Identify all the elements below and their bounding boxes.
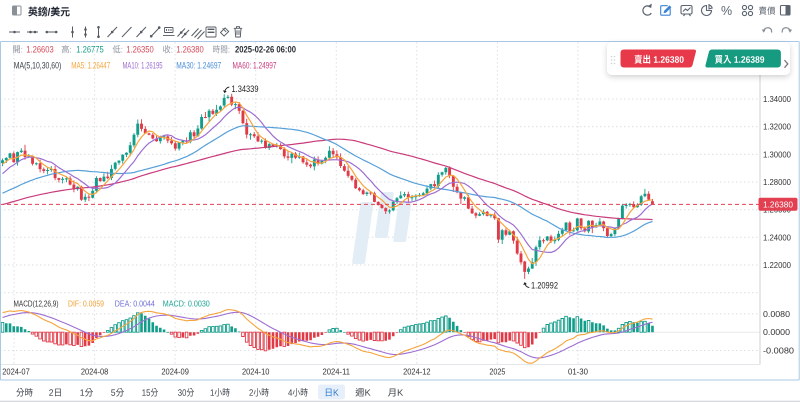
svg-text:MA30: 1.24697: MA30: 1.24697 bbox=[176, 60, 221, 70]
svg-text:0.0080: 0.0080 bbox=[763, 309, 790, 319]
svg-text:1.28000: 1.28000 bbox=[763, 177, 791, 187]
svg-text:1.26380: 1.26380 bbox=[176, 45, 204, 55]
svg-text:2024-09: 2024-09 bbox=[161, 367, 189, 377]
svg-text:1.26603: 1.26603 bbox=[26, 45, 54, 55]
svg-text:1.26775: 1.26775 bbox=[76, 45, 104, 55]
svg-text:2025: 2025 bbox=[489, 367, 505, 377]
svg-text:1.34000: 1.34000 bbox=[763, 94, 791, 104]
svg-text:2024-11: 2024-11 bbox=[323, 367, 351, 377]
svg-text:1.22000: 1.22000 bbox=[763, 260, 791, 270]
svg-text:MA10: 1.26195: MA10: 1.26195 bbox=[123, 60, 163, 70]
svg-text:0.0000: 0.0000 bbox=[763, 327, 790, 337]
svg-text:1.26350: 1.26350 bbox=[126, 45, 154, 55]
svg-text:MACD: 0.0030: MACD: 0.0030 bbox=[163, 298, 210, 308]
svg-text:2024-08: 2024-08 bbox=[81, 367, 109, 377]
svg-text:DIF: 0.0059: DIF: 0.0059 bbox=[68, 298, 104, 308]
svg-text:MA(5,10,30,60): MA(5,10,30,60) bbox=[14, 60, 62, 70]
svg-text:1.26380: 1.26380 bbox=[763, 199, 793, 209]
svg-text:DEA: 0.0044: DEA: 0.0044 bbox=[115, 298, 155, 308]
svg-text:1.20992: 1.20992 bbox=[531, 281, 558, 291]
svg-text:MA60: 1.24997: MA60: 1.24997 bbox=[233, 60, 277, 70]
svg-text:2024-10: 2024-10 bbox=[242, 367, 270, 377]
svg-text:MA5: 1.26447: MA5: 1.26447 bbox=[71, 60, 110, 70]
svg-text:1.32000: 1.32000 bbox=[763, 122, 791, 132]
svg-text:2025-02-26 06:00: 2025-02-26 06:00 bbox=[235, 45, 296, 55]
svg-text:01-30: 01-30 bbox=[568, 367, 588, 377]
svg-text:2024-12: 2024-12 bbox=[403, 367, 431, 377]
svg-text:1.34339: 1.34339 bbox=[232, 84, 259, 94]
svg-text:MACD(12,26,9): MACD(12,26,9) bbox=[14, 298, 59, 308]
svg-text:%: % bbox=[721, 4, 732, 18]
svg-text:1.24000: 1.24000 bbox=[763, 232, 791, 242]
svg-text:-0.0080: -0.0080 bbox=[763, 346, 794, 356]
svg-text:1.30000: 1.30000 bbox=[763, 149, 791, 159]
svg-text:2024-07: 2024-07 bbox=[2, 367, 30, 377]
